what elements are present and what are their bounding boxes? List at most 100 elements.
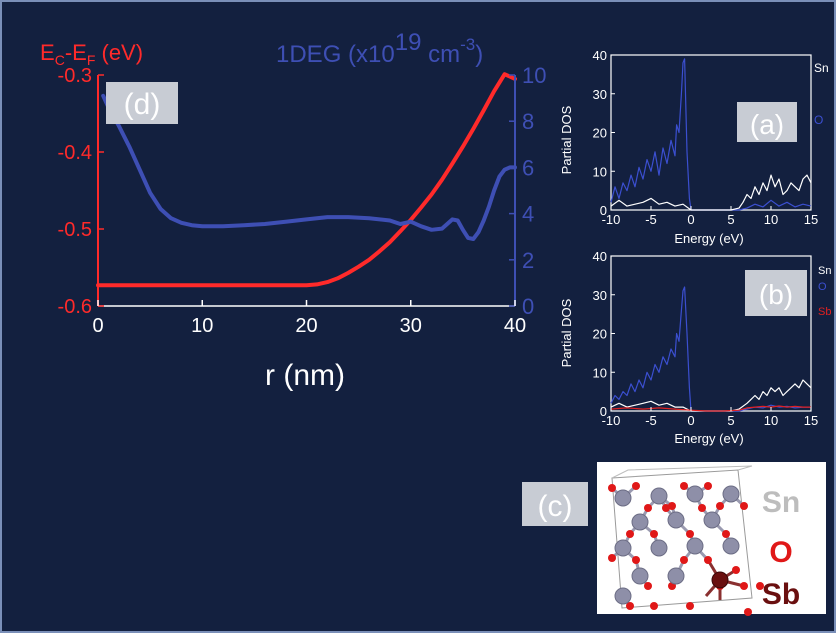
tin-atom xyxy=(614,539,632,557)
right-tick-label: 4 xyxy=(522,202,534,227)
tin-atom xyxy=(650,539,668,557)
panel-d-right-ticks: 0 2 4 6 8 10 xyxy=(509,63,546,319)
panel-b-x-ticks: -10 -5 0 5 10 15 xyxy=(602,407,818,428)
tin-atom xyxy=(686,537,704,555)
dos-y-tick-label: 30 xyxy=(593,87,607,102)
tin-atom xyxy=(722,485,740,503)
dos-x-tick-label: 10 xyxy=(764,212,778,227)
panel-a-y-axis-title: Partial DOS xyxy=(559,105,574,174)
panel-a-legend-o: O xyxy=(814,113,823,127)
oxygen-atom xyxy=(626,602,634,610)
x-tick-label: 40 xyxy=(504,315,526,337)
tin-atom xyxy=(631,513,649,531)
unit-cell-outline xyxy=(611,469,753,609)
left-tick-label: -0.5 xyxy=(58,219,92,241)
panel-b-legend-sn: Sn xyxy=(818,265,831,277)
oxygen-atom xyxy=(662,504,670,512)
oxygen-atom xyxy=(680,556,688,564)
dos-y-tick-label: 30 xyxy=(593,288,607,303)
x-tick-label: 30 xyxy=(400,315,422,337)
dos-o-line xyxy=(610,286,811,412)
panel-b-y-axis-title: Partial DOS xyxy=(559,298,574,367)
dos-y-tick-label: 0 xyxy=(600,404,607,419)
panel-a-label: (a) xyxy=(750,109,784,140)
panel-a-label-box xyxy=(737,102,797,142)
panel-a: 0 10 20 30 40 -10 -5 0 5 10 15 Partial DOS Energy… xyxy=(559,48,829,246)
panel-d-left-axis-title: EC-EF (eV) xyxy=(40,40,143,68)
oxygen-atom xyxy=(704,556,712,564)
oxygen-atom xyxy=(722,530,730,538)
panel-b-lines xyxy=(610,286,812,412)
crystal-structure-image xyxy=(608,465,764,616)
panel-a-x-ticks: -10 -5 0 5 10 15 xyxy=(602,206,818,227)
density-curve xyxy=(101,93,517,241)
x-tick-label: 0 xyxy=(92,315,103,337)
panel-b-x-axis-title: Energy (eV) xyxy=(674,431,743,446)
oxygen-atom xyxy=(650,602,658,610)
panel-d-label-box xyxy=(106,82,178,124)
panel-a-lines xyxy=(610,58,812,211)
tin-atom xyxy=(722,537,740,555)
panel-d-x-axis-title: r (nm) xyxy=(265,359,345,392)
tin-atom xyxy=(614,489,632,507)
oxygen-atom xyxy=(608,484,616,492)
oxygen-atom xyxy=(644,582,652,590)
crystal-legend-o: O xyxy=(769,536,792,569)
panel-b-legend-o: O xyxy=(818,281,827,293)
panel-d: -0.3 -0.4 -0.5 -0.6 0 2 4 6 8 10 0 10 20 30 40 EC-EF… xyxy=(40,29,546,392)
dos-y-tick-label: 10 xyxy=(593,164,607,179)
dos-sb-line xyxy=(610,405,811,412)
right-tick-label: 2 xyxy=(522,248,534,273)
tin-atom xyxy=(614,587,632,605)
dos-x-tick-label: 10 xyxy=(764,413,778,428)
dos-x-tick-label: 0 xyxy=(687,212,694,227)
panel-b-label-box xyxy=(745,270,807,316)
panel-d-x-ticks: 0 10 20 30 40 xyxy=(92,300,526,337)
panel-a-x-axis-title: Energy (eV) xyxy=(674,231,743,246)
dos-x-tick-label: 15 xyxy=(804,413,818,428)
oxygen-atom xyxy=(740,502,748,510)
dos-y-tick-label: 20 xyxy=(593,327,607,342)
dos-o-line xyxy=(610,58,812,211)
dos-y-tick-label: 20 xyxy=(593,126,607,141)
panel-d-left-ticks: -0.3 -0.4 -0.5 -0.6 xyxy=(58,65,104,318)
tin-atom xyxy=(686,485,704,503)
panel-d-right-axis-title: 1DEG (x1019 cm-3) xyxy=(276,29,483,68)
dos-sn-line xyxy=(610,379,812,412)
dos-x-tick-label: 5 xyxy=(727,212,734,227)
oxygen-atom xyxy=(740,582,748,590)
right-tick-label: 8 xyxy=(522,109,534,134)
antimony-atom xyxy=(711,571,729,589)
dos-y-tick-label: 40 xyxy=(593,249,607,264)
panel-c-label-box xyxy=(522,482,588,526)
oxygen-atom xyxy=(632,482,640,490)
panel-b-label: (b) xyxy=(759,279,793,310)
panel-a-y-ticks: 0 10 20 30 40 xyxy=(593,48,615,218)
panel-b: 0 10 20 30 40 -10 -5 0 5 10 15 Partial DOS Energy… xyxy=(559,249,831,446)
oxygen-atom xyxy=(626,530,634,538)
dos-x-tick-label: -10 xyxy=(602,212,621,227)
oxygen-atom xyxy=(756,582,764,590)
dos-x-tick-label: -5 xyxy=(645,212,657,227)
oxygen-atom xyxy=(686,530,694,538)
tin-atom xyxy=(703,511,721,529)
dos-sn-line xyxy=(610,174,812,211)
tin-atom xyxy=(667,511,685,529)
crystal-legend-sn: Sn xyxy=(762,486,800,519)
tin-atom xyxy=(650,487,668,505)
oxygen-atom xyxy=(608,554,616,562)
x-tick-label: 20 xyxy=(295,315,317,337)
left-tick-label: -0.4 xyxy=(58,142,92,164)
panel-c-label: (c) xyxy=(538,490,573,523)
dos-x-tick-label: -10 xyxy=(602,413,621,428)
oxygen-atom xyxy=(698,504,706,512)
unit-cell-outline xyxy=(611,465,753,479)
dos-y-tick-label: 0 xyxy=(600,203,607,218)
crystal-legend-sb: Sb xyxy=(762,578,800,611)
dos-x-tick-label: 5 xyxy=(727,413,734,428)
oxygen-atom xyxy=(680,482,688,490)
oxygen-atom xyxy=(716,502,724,510)
dos-y-tick-label: 40 xyxy=(593,48,607,63)
